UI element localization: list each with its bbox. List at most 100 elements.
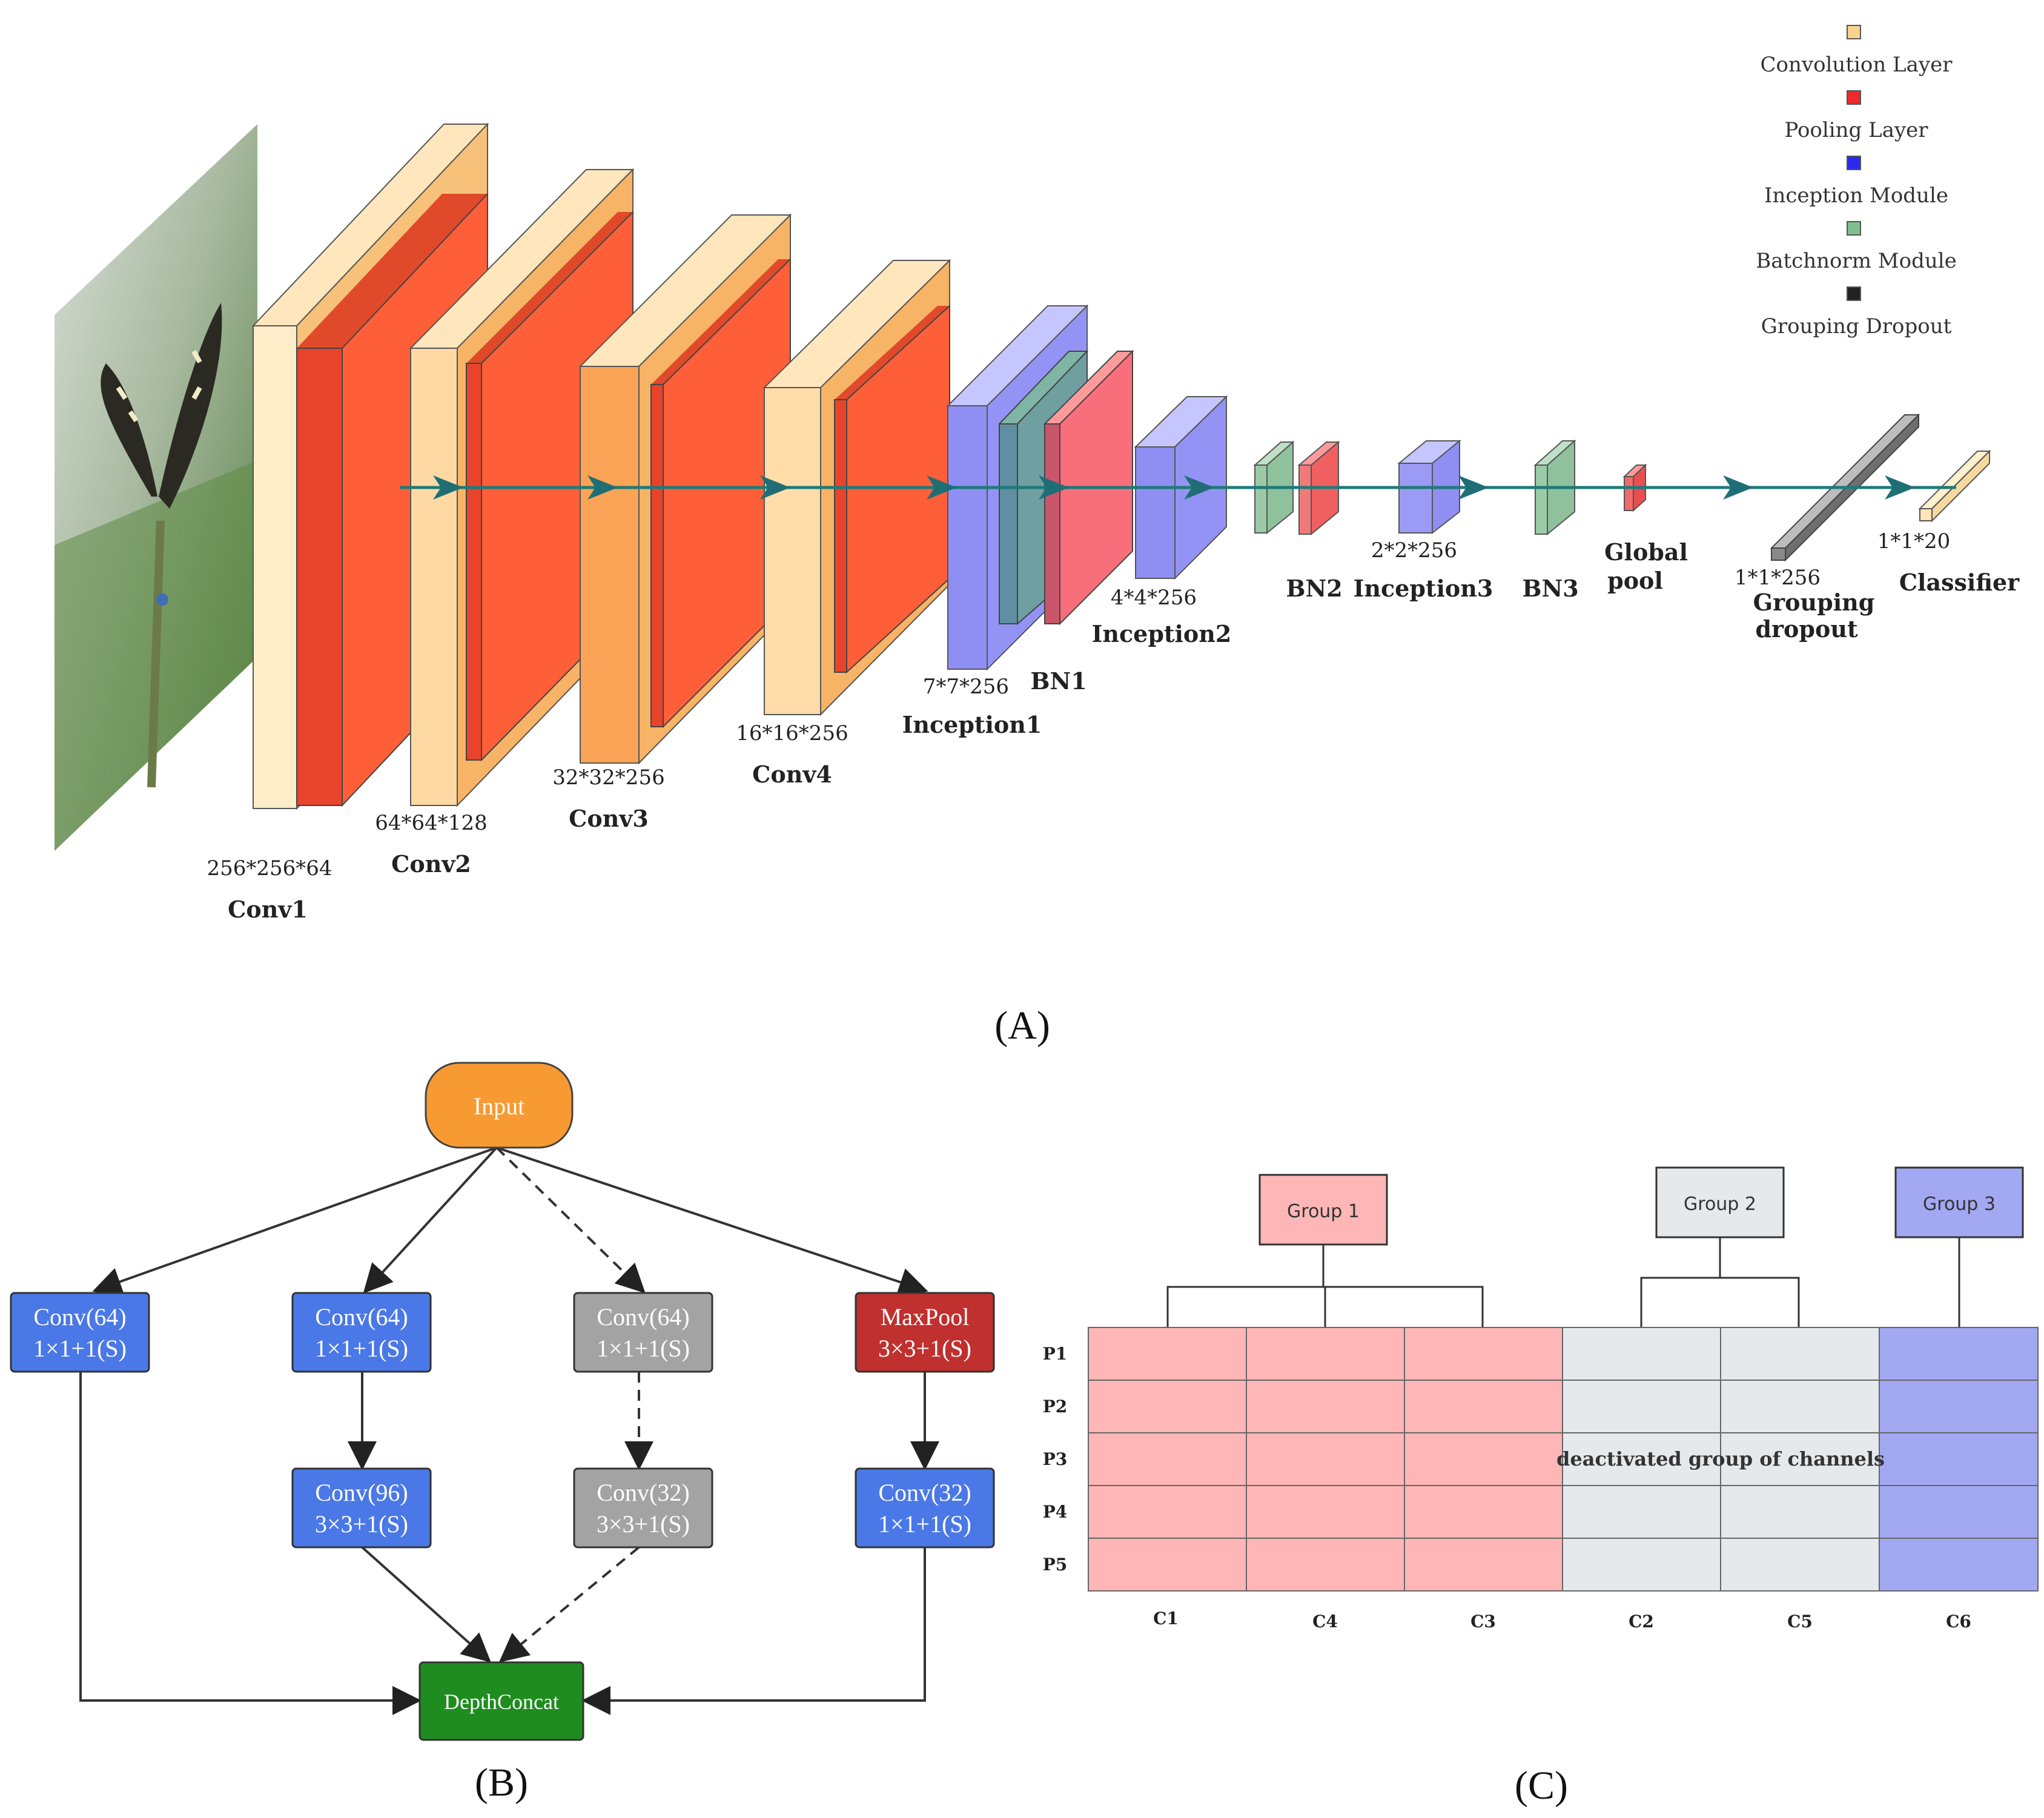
classifier-dims: 1*1*20	[1877, 529, 1951, 554]
group-1-box: Group 1	[1258, 1174, 1388, 1246]
butterfly-photo	[55, 124, 257, 851]
global-pool-block	[1622, 463, 1647, 512]
inception-swatch-icon	[1847, 156, 1861, 170]
inception3-block	[1397, 439, 1461, 535]
conv32-dropped-node: Conv(32) 3×3+1(S)	[573, 1467, 713, 1549]
conv64-branch2-node: Conv(64) 1×1+1(S)	[291, 1292, 432, 1373]
group-label: Group 3	[1923, 1194, 1996, 1215]
conv3-label: Conv3	[569, 805, 649, 832]
legend-item-pooling: Pooling Layer	[1784, 90, 1928, 142]
group-brackets	[1166, 1237, 1960, 1327]
row-label: P3	[1043, 1449, 1068, 1469]
conv2-dims: 64*64*128	[375, 811, 487, 835]
column-label: C6	[1946, 1611, 1971, 1631]
bn3-label: BN3	[1522, 575, 1578, 602]
panel-b: Input Conv(64) 1×1+1(S) Conv(64) 1×1+1(S…	[10, 1062, 995, 1805]
deactivated-label: deactivated group of channels	[1556, 1447, 1885, 1470]
node-line2: 1×1+1(S)	[878, 1510, 971, 1538]
flow-arrows	[400, 475, 1956, 500]
input-label: Input	[474, 1092, 524, 1120]
column-labels: C1 C4 C3 C2 C5 C6	[1153, 1608, 1971, 1631]
row-label: P5	[1043, 1555, 1068, 1575]
legend-item-convolution: Convolution Layer	[1761, 25, 1953, 77]
classifier-label: Classifier	[1899, 569, 2020, 596]
global-pool-label-line1: Global	[1604, 538, 1688, 566]
legend-item-inception: Inception Module	[1764, 156, 1948, 208]
legend-label: Pooling Layer	[1784, 118, 1928, 142]
panel-c: Group 1 Group 2 Group 3	[1043, 1166, 2039, 1808]
node-line1: Conv(32)	[878, 1479, 971, 1506]
grouping-dropout-label-line1: Grouping	[1753, 589, 1875, 616]
legend-item-dropout: Grouping Dropout	[1761, 286, 1952, 339]
dropout-swatch-icon	[1847, 286, 1861, 301]
node-line2: 1×1+1(S)	[315, 1335, 408, 1362]
legend-label: Batchnorm Module	[1756, 249, 1956, 273]
node-line1: Conv(64)	[33, 1303, 126, 1330]
legend-label: Grouping Dropout	[1761, 314, 1952, 339]
conv64-branch3-node: Conv(64) 1×1+1(S)	[573, 1292, 713, 1373]
caption-c: (C)	[1515, 1763, 1568, 1808]
depthconcat-label: DepthConcat	[444, 1690, 559, 1714]
inception1-dims: 7*7*256	[923, 675, 1009, 699]
column-label: C3	[1470, 1611, 1496, 1631]
node-line2: 3×3+1(S)	[878, 1335, 971, 1362]
inception2-label: Inception2	[1092, 620, 1232, 647]
conv32-node: Conv(32) 1×1+1(S)	[855, 1467, 995, 1549]
row-label: P1	[1043, 1344, 1068, 1364]
global-pool-label-line2: pool	[1607, 567, 1663, 594]
conv1-label: Conv1	[228, 896, 308, 923]
classifier-block	[1918, 449, 1991, 523]
maxpool-node: MaxPool 3×3+1(S)	[855, 1292, 995, 1373]
inception3-label: Inception3	[1354, 575, 1493, 602]
conv3-dims: 32*32*256	[552, 765, 664, 790]
node-line2: 1×1+1(S)	[597, 1335, 690, 1362]
node-line1: Conv(32)	[597, 1479, 689, 1506]
node-line2: 3×3+1(S)	[315, 1510, 408, 1538]
batchnorm-swatch-icon	[1847, 221, 1861, 236]
conv64-branch1-node: Conv(64) 1×1+1(S)	[10, 1292, 150, 1373]
inception2-dims: 4*4*256	[1111, 586, 1197, 610]
column-label: C2	[1629, 1611, 1654, 1631]
legend-label: Inception Module	[1764, 183, 1948, 208]
conv96-node: Conv(96) 3×3+1(S)	[291, 1467, 432, 1549]
caption-a: (A)	[994, 1003, 1050, 1048]
group-label: Group 1	[1287, 1201, 1360, 1222]
column-label: C1	[1153, 1608, 1179, 1628]
depthconcat-node: DepthConcat	[418, 1661, 584, 1741]
row-label: P2	[1043, 1397, 1068, 1416]
node-line1: Conv(64)	[315, 1303, 408, 1330]
inception1-label: Inception1	[902, 711, 1042, 738]
row-label: P4	[1043, 1502, 1068, 1522]
channel-grid: deactivated group of channels	[1088, 1327, 2039, 1592]
node-line1: Conv(96)	[315, 1479, 408, 1506]
grouping-dropout-dims: 1*1*256	[1735, 566, 1821, 590]
bn2-label: BN2	[1286, 575, 1342, 602]
conv4-label: Conv4	[752, 761, 832, 788]
inception3-dims: 2*2*256	[1371, 538, 1457, 563]
input-node: Input	[425, 1062, 574, 1149]
conv2-label: Conv2	[391, 850, 471, 878]
grouping-dropout-label-line2: dropout	[1755, 615, 1857, 643]
group-2-box: Group 2	[1655, 1166, 1785, 1238]
node-line1: Conv(64)	[597, 1303, 689, 1330]
panel-a: 256*256*64 Conv1 64*64*128 Conv2 32*32*2…	[55, 25, 2020, 1048]
conv4-dims: 16*16*256	[736, 721, 848, 745]
legend: Convolution Layer Pooling Layer Inceptio…	[1756, 25, 1957, 339]
node-line2: 3×3+1(S)	[597, 1510, 690, 1538]
conv1-dims: 256*256*64	[207, 856, 332, 881]
convolution-swatch-icon	[1847, 25, 1861, 39]
row-labels: P1 P2 P3 P4 P5	[1043, 1344, 1068, 1575]
bn1-label: BN1	[1030, 667, 1086, 695]
node-line2: 1×1+1(S)	[33, 1335, 127, 1362]
group-3-box: Group 3	[1894, 1166, 2024, 1238]
column-label: C4	[1312, 1611, 1338, 1631]
pooling-swatch-icon	[1847, 90, 1861, 105]
group-label: Group 2	[1684, 1194, 1756, 1215]
column-label: C5	[1787, 1611, 1813, 1631]
caption-b: (B)	[475, 1760, 528, 1805]
legend-label: Convolution Layer	[1761, 53, 1953, 77]
legend-item-batchnorm: Batchnorm Module	[1756, 221, 1957, 273]
node-line1: MaxPool	[881, 1303, 970, 1330]
